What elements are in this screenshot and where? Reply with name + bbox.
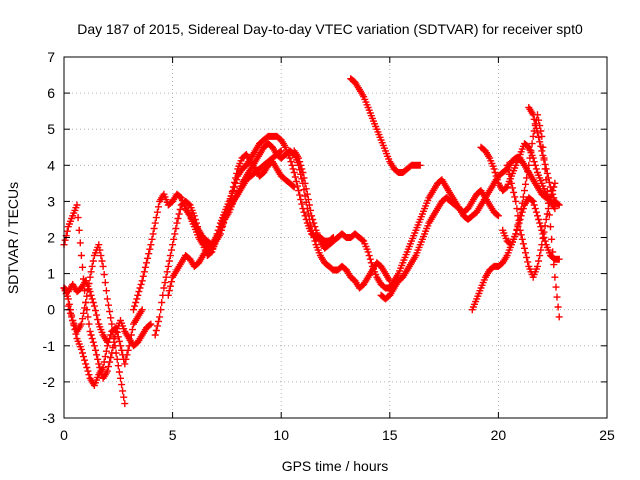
series-4 [60,277,111,346]
series-points [499,111,563,321]
y-tick-label: 3 [47,193,55,209]
y-tick-label: -3 [43,410,56,426]
y-tick-label: 1 [47,266,55,282]
y-tick-labels: -3 -2 -1 0 1 2 3 4 5 6 7 [43,49,56,426]
series-points [182,151,298,249]
series-16 [503,161,559,281]
x-tick-label: 25 [599,427,615,443]
series-points [290,147,502,292]
y-tick-label: 2 [47,230,55,246]
chart-title: Day 187 of 2015, Sidereal Day-to-day VTE… [77,21,583,37]
series-6 [151,140,394,339]
series-points [60,277,111,346]
series-5 [130,132,337,314]
y-tick-label: 5 [47,121,55,137]
x-tick-label: 0 [60,427,68,443]
x-tick-label: 5 [169,427,177,443]
y-tick-label: 4 [47,157,55,173]
x-tick-label: 10 [273,427,289,443]
series-12 [468,194,563,314]
y-tick-label: 7 [47,49,55,65]
y-axis-label: SDTVAR / TECUs [5,182,21,294]
y-tick-label: 6 [47,85,55,101]
series-3 [64,241,129,408]
x-tick-labels: 0 5 10 15 20 25 [60,427,615,443]
series-11 [377,154,559,303]
y-tick-label: -1 [43,338,56,354]
series-points [130,132,337,314]
series-points [347,75,424,176]
series-14 [499,111,563,321]
series-points [468,194,563,314]
series-8 [182,151,298,249]
series-9 [290,147,502,292]
data-marks [60,75,563,408]
x-tick-label: 15 [382,427,398,443]
series-10 [347,75,424,176]
y-tick-label: -2 [43,374,56,390]
series-points [64,241,129,408]
series-points [151,140,394,339]
series-points [503,161,559,281]
axis-ticks [63,56,608,419]
y-tick-label: 0 [47,302,55,318]
x-axis-label: GPS time / hours [282,458,389,474]
series-points [377,154,559,303]
x-tick-label: 20 [491,427,507,443]
